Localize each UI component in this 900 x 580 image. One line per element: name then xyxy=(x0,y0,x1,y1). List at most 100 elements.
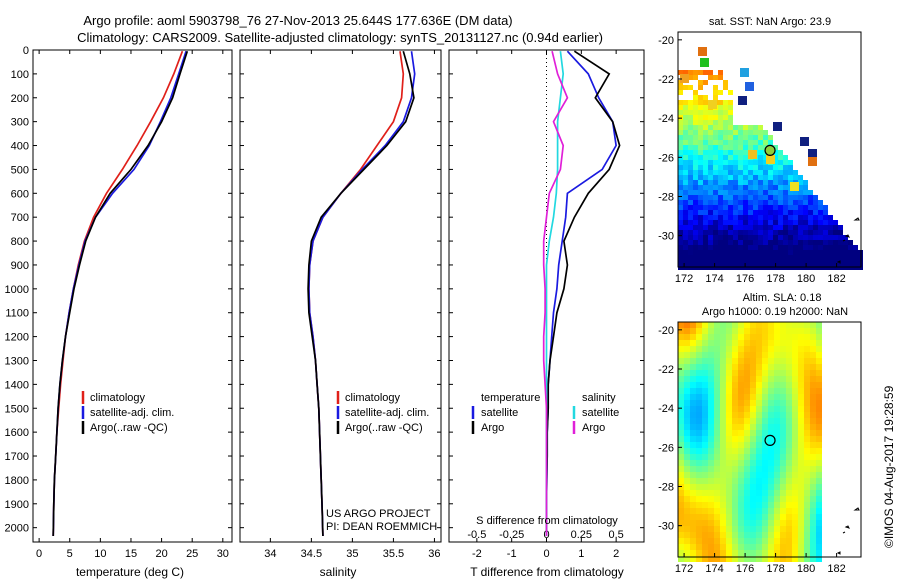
sla-cell xyxy=(720,364,726,370)
sla-cell xyxy=(684,346,690,352)
sla-cell xyxy=(774,460,780,466)
sst-cell xyxy=(688,200,693,205)
sst-cell xyxy=(703,215,708,220)
sla-cell xyxy=(684,520,690,526)
sla-cell xyxy=(726,364,732,370)
sla-cell xyxy=(792,448,798,454)
sst-cell xyxy=(703,160,708,165)
sst-cell xyxy=(683,240,688,245)
sla-cell xyxy=(750,406,756,412)
lat-tick-label: -22 xyxy=(658,364,674,376)
sst-cell xyxy=(698,150,703,155)
sla-cell xyxy=(810,460,816,466)
sla-cell xyxy=(690,442,696,448)
sst-cell xyxy=(678,180,683,185)
sst-cell xyxy=(763,135,768,140)
sst-cell xyxy=(768,255,773,260)
sla-cell xyxy=(804,394,810,400)
sla-cell xyxy=(750,550,756,556)
sst-cell xyxy=(738,190,743,195)
sla-cell xyxy=(756,538,762,544)
sla-cell xyxy=(708,442,714,448)
sst-cell xyxy=(758,130,763,135)
sla-cell xyxy=(690,328,696,334)
sst-cell xyxy=(748,250,753,255)
sst-cell xyxy=(683,100,688,105)
sst-cell xyxy=(718,210,723,215)
sst-cell xyxy=(678,185,683,190)
sst-cell xyxy=(758,140,763,145)
sla-cell xyxy=(732,472,738,478)
sst-cell xyxy=(728,185,733,190)
sla-cell xyxy=(774,412,780,418)
sla-cell xyxy=(720,430,726,436)
sst-cell xyxy=(838,225,843,230)
sla-cell xyxy=(678,322,684,328)
sst-cell xyxy=(683,180,688,185)
salinity-axis: 34 34.5 35 35.5 36 xyxy=(264,50,441,560)
sla-cell xyxy=(684,556,690,562)
sla-cell xyxy=(726,334,732,340)
sst-cell xyxy=(728,215,733,220)
sst-cell xyxy=(823,240,828,245)
sst-cell xyxy=(778,215,783,220)
sst-cell xyxy=(723,130,728,135)
sla-cell xyxy=(696,376,702,382)
sla-cell xyxy=(744,496,750,502)
sla-cell xyxy=(762,442,768,448)
sla-cell xyxy=(762,532,768,538)
sla-cell xyxy=(702,430,708,436)
sla-cell xyxy=(678,556,684,562)
sla-cell xyxy=(678,412,684,418)
figure-title-line1: Argo profile: aoml 5903798_76 27-Nov-201… xyxy=(83,13,512,28)
sla-cell xyxy=(714,520,720,526)
temperature-series xyxy=(52,50,189,537)
lon-tick-label: 180 xyxy=(797,563,815,575)
sst-cell xyxy=(703,185,708,190)
sst-cell xyxy=(763,240,768,245)
sst-cell xyxy=(718,205,723,210)
sla-cell xyxy=(816,334,822,340)
sla-cell xyxy=(768,484,774,490)
sst-cell xyxy=(678,245,683,250)
sst-cell xyxy=(743,130,748,135)
sst-cell xyxy=(823,230,828,235)
sst-cell xyxy=(683,110,688,115)
sst-cell xyxy=(778,195,783,200)
sst-cell xyxy=(763,180,768,185)
sst-cell xyxy=(738,195,743,200)
sla-cell xyxy=(702,376,708,382)
sla-cell xyxy=(816,370,822,376)
sla-cell xyxy=(810,466,816,472)
sla-cell xyxy=(708,412,714,418)
sla-cell xyxy=(768,550,774,556)
sla-cell xyxy=(678,430,684,436)
sst-cell xyxy=(678,230,683,235)
sla-cell xyxy=(786,436,792,442)
sst-cell xyxy=(788,215,793,220)
sst-cell xyxy=(798,235,803,240)
sla-cell xyxy=(726,388,732,394)
sla-cell xyxy=(762,508,768,514)
sst-cell xyxy=(718,190,723,195)
sla-cell xyxy=(732,430,738,436)
sst-cell xyxy=(728,105,733,110)
sst-cell xyxy=(703,220,708,225)
sst-cell xyxy=(738,210,743,215)
sla-cell xyxy=(768,460,774,466)
figure-title-line2: Climatology: CARS2009. Satellite-adjuste… xyxy=(77,30,603,45)
sst-cell xyxy=(703,255,708,260)
sla-cell xyxy=(690,478,696,484)
sla-cell xyxy=(714,466,720,472)
lon-tick-label: 176 xyxy=(736,273,754,285)
sst-cell xyxy=(758,175,763,180)
sla-cell xyxy=(804,538,810,544)
sst-cell xyxy=(738,125,743,130)
sst-cell xyxy=(718,185,723,190)
sla-cell xyxy=(684,526,690,532)
sst-cell xyxy=(688,175,693,180)
sst-cell xyxy=(808,210,813,215)
sst-cell xyxy=(723,140,728,145)
sst-cell xyxy=(678,260,683,265)
sst-cell xyxy=(738,170,743,175)
